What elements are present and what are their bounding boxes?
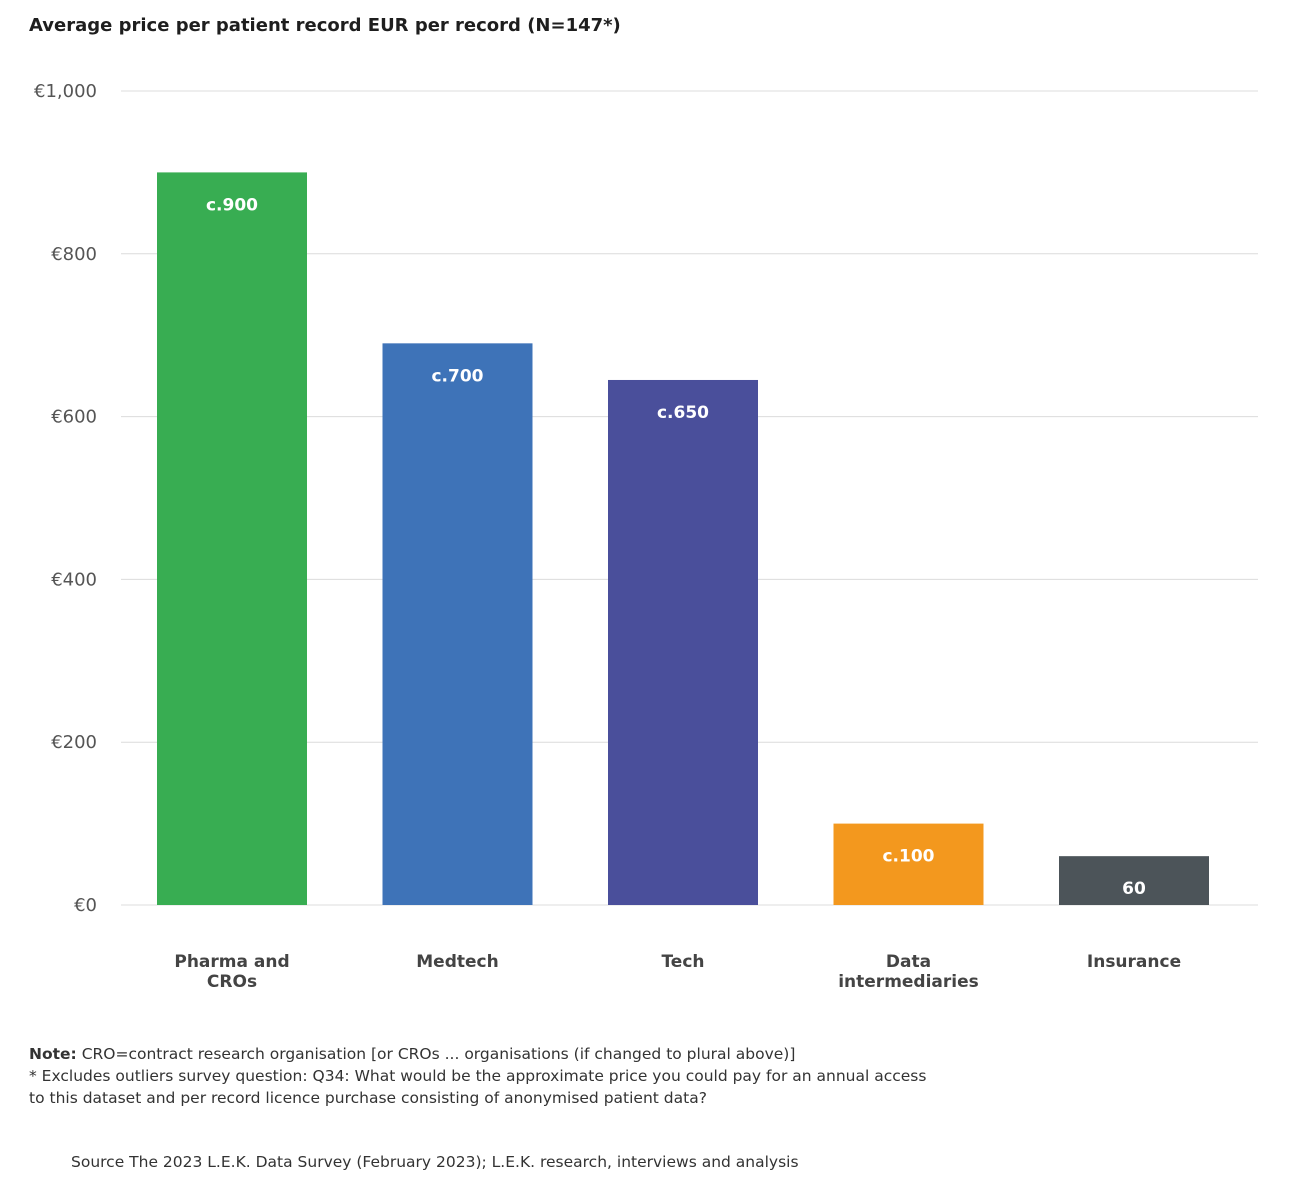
y-tick-label: €1,000 [34,81,97,102]
y-tick-label: €400 [51,569,97,590]
bar-0 [157,172,307,905]
data-label: c.900 [206,195,258,215]
y-tick-label: €800 [51,244,97,265]
x-tick-label: Insurance [1087,952,1181,972]
data-label: c.650 [657,403,709,423]
x-tick-label: Data [886,952,931,972]
source-text: Source The 2023 L.E.K. Data Survey (Febr… [71,1153,799,1171]
data-label: c.700 [431,366,483,386]
x-tick-label: Medtech [416,952,498,972]
y-tick-label: €0 [74,895,97,916]
data-label: c.100 [882,847,934,867]
bar-1 [382,343,533,906]
bar-3 [833,823,984,905]
x-tick-label: intermediaries [838,972,979,992]
bar-4 [1059,856,1209,905]
x-tick-label: Pharma and [174,952,289,972]
y-tick-label: €200 [51,732,97,753]
x-tick-label: CROs [207,972,257,992]
bar-2 [608,379,758,906]
y-tick-label: €600 [51,407,97,428]
data-label: 60 [1122,879,1146,899]
note-line-2: * Excludes outliers survey question: Q34… [29,1067,927,1107]
note-line-1: CRO=contract research organisation [or C… [81,1045,796,1063]
x-tick-label: Tech [661,952,704,972]
chart-title: Average price per patient record EUR per… [29,15,621,36]
note: Note: CRO=contract research organisation… [29,1043,929,1109]
note-label: Note: [29,1045,77,1063]
bar-chart: €0 €200 €400 €600 €800 €1,000 c.900 Pharma andC… [34,81,1258,992]
